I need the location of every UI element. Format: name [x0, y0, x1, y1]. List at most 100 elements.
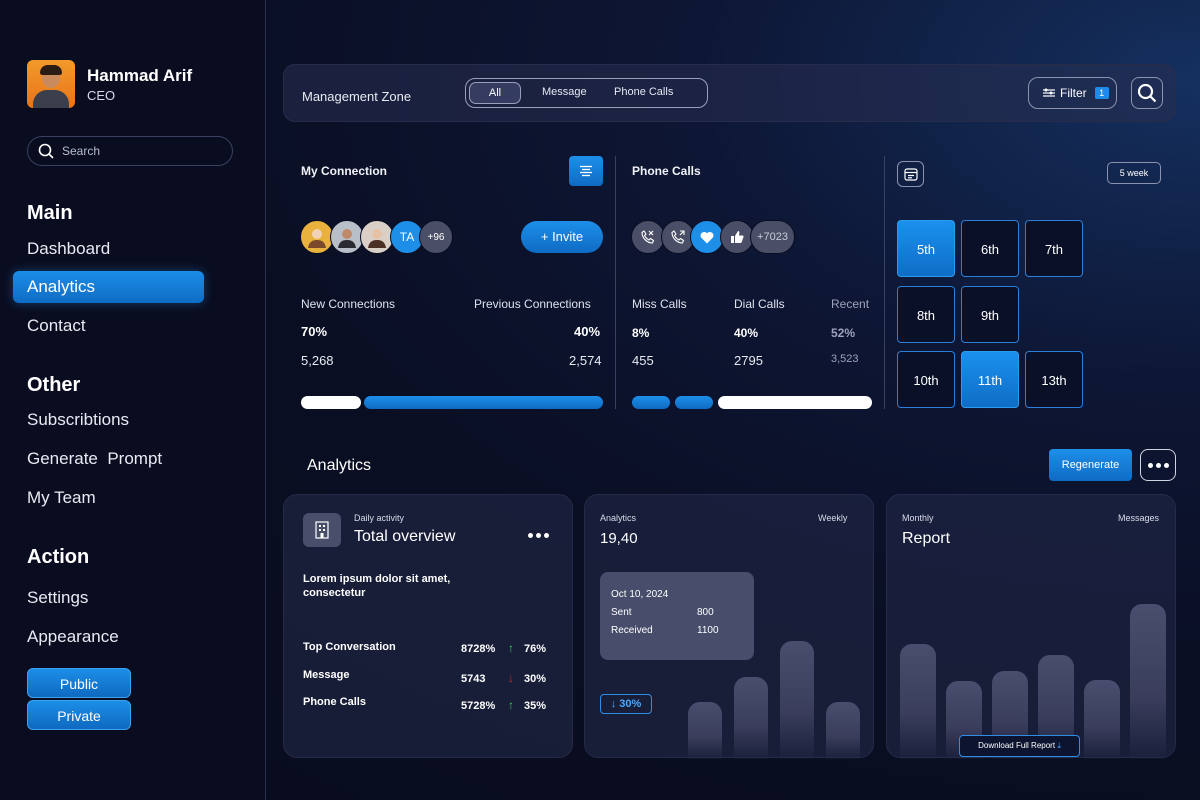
weekly-subtitle: Analytics	[600, 513, 637, 523]
like-action[interactable]	[720, 220, 754, 254]
dial-calls-percent: 40%	[734, 326, 759, 340]
recent-calls-count: 3,523	[831, 353, 859, 365]
recent-calls-label: Recent	[831, 297, 870, 311]
filter-icon	[1043, 88, 1055, 97]
miss-calls-label: Miss Calls	[632, 297, 687, 311]
weekly-period-label: Weekly	[818, 513, 848, 523]
divider	[884, 156, 885, 409]
segment-control: All Message Phone Calls	[465, 78, 708, 108]
download-label: Download Full Report	[978, 741, 1056, 750]
more-connections-count[interactable]: +96	[419, 220, 453, 254]
chart-tooltip: Oct 10, 2024 Sent 800 Received 1100	[600, 572, 754, 660]
day-cell[interactable]: 11th	[961, 351, 1019, 408]
top-bar: Management Zone All Message Phone Calls …	[283, 64, 1176, 122]
weekly-value: 19,40	[600, 530, 638, 547]
more-calls-count[interactable]: +7023	[750, 220, 795, 254]
user-profile[interactable]: Hammad Arif CEO	[27, 60, 192, 108]
person-icon	[308, 229, 326, 248]
sidebar-item-subscriptions[interactable]: Subscribtions	[27, 410, 130, 429]
row-percent: 35%	[524, 700, 547, 712]
miss-calls-count: 455	[632, 353, 654, 368]
dial-calls-count: 2795	[734, 353, 763, 368]
row-value: 8728%	[461, 643, 496, 655]
filter-count-badge: 1	[1094, 87, 1109, 99]
previous-connections-percent: 40%	[574, 324, 601, 339]
filter-button[interactable]: Filter 1	[1028, 77, 1117, 109]
sidebar-item-dashboard[interactable]: Dashboard	[27, 239, 111, 258]
sidebar-item-analytics[interactable]: Analytics	[13, 271, 204, 303]
row-percent: 76%	[524, 643, 547, 655]
dot-icon	[528, 533, 533, 538]
nav-section-other: Other	[27, 374, 81, 396]
tab-message[interactable]: Message	[542, 86, 587, 98]
regenerate-button[interactable]: Regenerate	[1049, 449, 1132, 481]
search-input[interactable]	[62, 144, 212, 158]
day-cell[interactable]: 7th	[1025, 220, 1083, 277]
divider	[615, 156, 616, 409]
dot-icon	[1147, 462, 1153, 468]
dot-icon	[1155, 462, 1161, 468]
private-button[interactable]: Private	[27, 700, 131, 730]
missed-call-action[interactable]	[631, 220, 665, 254]
monthly-title: Report	[902, 530, 951, 547]
search-button[interactable]	[1131, 77, 1163, 109]
sidebar-search[interactable]	[27, 136, 233, 166]
sidebar-item-contact[interactable]: Contact	[27, 316, 86, 335]
avatar[interactable]	[330, 220, 364, 254]
avatar[interactable]	[360, 220, 394, 254]
week-range-selector[interactable]: 5 week	[1107, 162, 1161, 184]
arrow-down-icon: ↓	[508, 671, 514, 685]
day-cell[interactable]: 5th	[897, 220, 955, 277]
overview-subtitle: Daily activity	[354, 513, 405, 523]
calendar-button[interactable]	[897, 161, 924, 187]
sidebar-item-generate-prompt[interactable]: Generate Prompt	[27, 449, 163, 468]
profile-name: Hammad Arif	[87, 65, 193, 85]
sidebar-item-appearance[interactable]: Appearance	[27, 627, 119, 646]
nav-section-action: Action	[27, 546, 90, 568]
row-label: Message	[303, 669, 350, 681]
sidebar: Hammad Arif CEO Main Dashboard Analytics…	[0, 0, 266, 800]
analytics-section-title: Analytics	[307, 457, 372, 474]
dial-calls-bar	[675, 396, 713, 409]
day-cell[interactable]: 9th	[961, 286, 1019, 343]
download-icon: ⤓	[1057, 741, 1061, 750]
profile-role: CEO	[87, 87, 116, 103]
recent-calls-bar	[718, 396, 872, 409]
miss-calls-bar	[632, 396, 670, 409]
row-label: Phone Calls	[303, 696, 366, 708]
change-value: 30%	[619, 698, 642, 710]
day-cell[interactable]: 8th	[897, 286, 955, 343]
more-options-button[interactable]	[1140, 449, 1176, 481]
day-cell[interactable]: 10th	[897, 351, 955, 408]
overview-description: Lorem ipsum dolor sit amet, consectetur	[303, 573, 451, 599]
overview-title: Total overview	[354, 528, 456, 545]
list-view-button[interactable]	[569, 156, 603, 186]
tab-phone-calls[interactable]: Phone Calls	[614, 86, 674, 98]
new-connections-count: 5,268	[301, 353, 334, 368]
overview-more-button[interactable]	[528, 533, 549, 538]
sidebar-item-settings[interactable]: Settings	[27, 588, 89, 607]
new-connections-label: New Connections	[301, 297, 396, 311]
day-cell[interactable]: 6th	[961, 220, 1019, 277]
calendar-icon	[903, 168, 918, 181]
avatar-initials[interactable]: TA	[390, 220, 424, 254]
previous-connections-bar	[364, 396, 603, 409]
public-button[interactable]: Public	[27, 668, 131, 698]
weekly-bar	[826, 702, 860, 759]
weekly-bar	[688, 702, 722, 759]
new-connections-bar	[301, 396, 361, 409]
tooltip-sent-value: 800	[697, 607, 714, 618]
tab-all[interactable]: All	[469, 82, 521, 104]
favorite-action[interactable]	[690, 220, 724, 254]
previous-connections-label: Previous Connections	[474, 297, 591, 311]
recent-calls-percent: 52%	[831, 326, 856, 340]
invite-button[interactable]: + Invite	[521, 221, 603, 253]
sidebar-item-my-team[interactable]: My Team	[27, 488, 96, 507]
day-cell[interactable]: 13th	[1025, 351, 1083, 408]
thumbs-up-icon	[731, 231, 744, 243]
tooltip-sent-label: Sent	[611, 607, 632, 618]
tooltip-date: Oct 10, 2024	[611, 589, 669, 600]
download-report-button[interactable]: Download Full Report ⤓	[959, 735, 1080, 757]
avatar[interactable]	[300, 220, 334, 254]
dot-icon	[544, 533, 549, 538]
